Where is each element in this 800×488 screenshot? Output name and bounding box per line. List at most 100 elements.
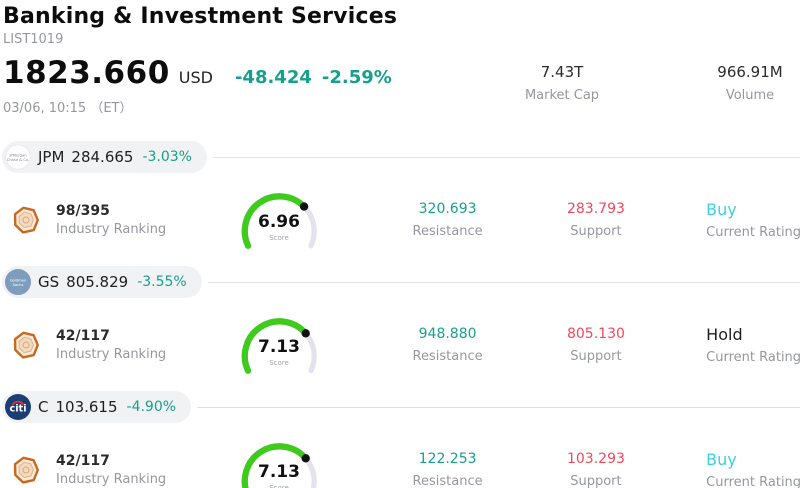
price-currency: USD: [178, 68, 213, 87]
industry-ranking-block: 98/395 Industry Ranking: [8, 202, 230, 238]
industry-ranking-block: 42/117 Industry Ranking: [8, 452, 230, 488]
jpmorgan-chase-logo: JPMorgan Chase & Co.: [5, 144, 31, 170]
stock-ticker: JPM: [38, 148, 65, 166]
ranking-value: 42/117: [56, 453, 110, 469]
stock-detail-row: 98/395 Industry Ranking 6.96 Score 320.6…: [0, 189, 800, 251]
page-title: Banking & Investment Services: [3, 4, 398, 29]
score-gauge-arc: [230, 439, 329, 488]
header: Banking & Investment Services LIST1019 1…: [0, 0, 800, 116]
volume-stat: 966.91M Volume: [704, 63, 796, 103]
rating-label: Current Rating: [706, 225, 800, 240]
support-value: 283.793: [566, 201, 625, 217]
section-divider-line: [207, 281, 800, 283]
resistance-metric: 122.253 Resistance: [368, 451, 526, 488]
stock-list: JPMorgan Chase & Co. JPM 284.665 -3.03%: [0, 141, 800, 488]
support-label: Support: [570, 349, 622, 364]
current-rating-block: Buy Current Rating: [706, 200, 800, 240]
price-change-pct: -2.59%: [321, 67, 392, 88]
ranking-label: Industry Ranking: [56, 347, 167, 362]
score-label: Score: [269, 234, 289, 242]
market-cap-label: Market Cap: [524, 88, 600, 103]
ranking-text: 42/117 Industry Ranking: [56, 453, 166, 487]
ranking-label: Industry Ranking: [56, 222, 167, 237]
score-value: 6.96: [258, 212, 300, 232]
stock-change: -3.55%: [137, 274, 187, 290]
svg-text:citi: citi: [9, 403, 26, 414]
price-line: 1823.660 USD -48.424 -2.59%: [3, 55, 392, 91]
quote-timestamp: 03/06, 10:15 （ET）: [3, 101, 133, 116]
resistance-label: Resistance: [412, 349, 483, 364]
score-gauge-arc: [230, 314, 329, 375]
stock-change: -4.90%: [126, 399, 177, 415]
ranking-badge-icon: [8, 452, 44, 488]
score-gauge: 7.13 Score: [230, 439, 329, 488]
rating-label: Current Rating: [706, 350, 800, 365]
stock-chip[interactable]: JPMorgan Chase & Co. JPM 284.665 -3.03%: [2, 141, 207, 173]
goldman-sachs-logo: Goldman Sachs: [5, 269, 31, 295]
ranking-badge-icon: [8, 327, 44, 363]
resistance-value: 320.693: [418, 201, 477, 217]
resistance-label: Resistance: [412, 474, 483, 488]
volume-value: 966.91M: [717, 63, 783, 81]
stock-ticker: GS: [38, 273, 60, 291]
svg-text:JPMorgan: JPMorgan: [8, 153, 27, 157]
score-gauge: 7.13 Score: [230, 314, 329, 376]
stock-change: -3.03%: [142, 149, 192, 165]
stock-price: 103.615: [55, 398, 118, 416]
citi-logo: citi: [5, 394, 31, 420]
rating-label: Current Rating: [706, 475, 800, 488]
index-price: 1823.660: [3, 55, 170, 91]
section-divider-line: [212, 156, 800, 158]
support-label: Support: [570, 474, 622, 488]
stock-pill-row: citi C 103.615 -4.90%: [0, 391, 800, 423]
resistance-value: 948.880: [418, 326, 477, 342]
stock-chip[interactable]: Goldman Sachs GS 805.829 -3.55%: [2, 266, 202, 298]
stock-detail-row: 42/117 Industry Ranking 7.13 Score 948.8…: [0, 314, 800, 376]
score-label: Score: [269, 359, 289, 367]
svg-text:Sachs: Sachs: [13, 283, 24, 287]
stock-pill-row: JPMorgan Chase & Co. JPM 284.665 -3.03%: [0, 141, 800, 173]
price-change: -48.424: [234, 67, 312, 88]
quote-row: 1823.660 USD -48.424 -2.59% 03/06, 10:15…: [3, 55, 798, 116]
score-gauge: 6.96 Score: [230, 189, 329, 251]
resistance-label: Resistance: [412, 224, 483, 239]
stock-section: JPMorgan Chase & Co. JPM 284.665 -3.03%: [0, 141, 800, 251]
ranking-value: 98/395: [56, 203, 110, 219]
section-divider-line: [197, 406, 800, 408]
score-value: 7.13: [258, 337, 300, 357]
rating-value: Hold: [706, 325, 743, 344]
ranking-badge-icon: [8, 202, 44, 238]
support-metric: 805.130 Support: [527, 326, 665, 364]
score-gauge-arc: [230, 189, 329, 250]
resistance-metric: 948.880 Resistance: [368, 326, 526, 364]
market-cap-stat: 7.43T Market Cap: [516, 63, 608, 103]
stock-detail-row: 42/117 Industry Ranking 7.13 Score 122.2…: [0, 439, 800, 488]
stock-pill-row: Goldman Sachs GS 805.829 -3.55%: [0, 266, 800, 298]
svg-text:Goldman: Goldman: [10, 278, 27, 282]
support-metric: 283.793 Support: [527, 201, 665, 239]
support-value: 103.293: [566, 451, 625, 467]
support-value: 805.130: [566, 326, 625, 342]
score-label: Score: [269, 484, 289, 488]
resistance-metric: 320.693 Resistance: [368, 201, 526, 239]
volume-label: Volume: [725, 88, 775, 103]
market-cap-value: 7.43T: [540, 63, 584, 81]
ranking-value: 42/117: [56, 328, 110, 344]
resistance-value: 122.253: [418, 451, 477, 467]
industry-ranking-block: 42/117 Industry Ranking: [8, 327, 230, 363]
support-label: Support: [570, 224, 622, 239]
header-stats: 7.43T Market Cap 966.91M Volume: [516, 55, 796, 103]
quote-main: 1823.660 USD -48.424 -2.59% 03/06, 10:15…: [3, 55, 392, 116]
current-rating-block: Buy Current Rating: [706, 450, 800, 488]
rating-value: Buy: [706, 200, 737, 219]
stock-section: Goldman Sachs GS 805.829 -3.55%: [0, 266, 800, 376]
stock-chip[interactable]: citi C 103.615 -4.90%: [2, 391, 192, 423]
current-rating-block: Hold Current Rating: [706, 325, 800, 365]
stock-price: 284.665: [71, 148, 134, 166]
stock-ticker: C: [38, 398, 49, 416]
svg-text:Chase & Co.: Chase & Co.: [7, 158, 29, 162]
list-id: LIST1019: [3, 32, 64, 47]
stock-section: citi C 103.615 -4.90%: [0, 391, 800, 488]
score-value: 7.13: [258, 462, 300, 482]
